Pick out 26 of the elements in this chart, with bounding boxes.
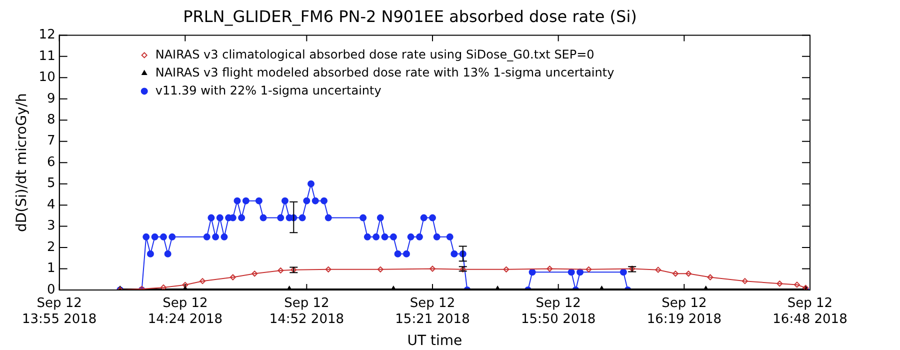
y-tick-label: 11 (38, 48, 56, 64)
y-tick-label: 12 (38, 28, 56, 43)
x-tick-label: Sep 12 16:19 2018 (646, 296, 722, 327)
y-tick-label: 1 (47, 261, 56, 276)
legend-label: NAIRAS v3 climatological absorbed dose rate using SiDose_G0.txt SEP=0 (155, 47, 594, 62)
x-tick-label: Sep 12 13:55 2018 (22, 296, 97, 327)
y-tick-label: 3 (47, 218, 56, 234)
legend-label: v11.39 with 22% 1-sigma uncertainty (155, 83, 382, 98)
y-tick-label: 4 (47, 197, 56, 212)
legend-label: NAIRAS v3 flight modeled absorbed dose rate with 13% 1-sigma uncertainty (155, 65, 614, 80)
x-tick-label: Sep 12 15:21 2018 (395, 296, 470, 327)
x-tick-label: Sep 12 16:48 2018 (772, 296, 848, 327)
chart-title: PRLN_GLIDER_FM6 PN-2 N901EE absorbed dose rate (Si) (183, 6, 637, 26)
x-tick-label: Sep 12 14:52 2018 (269, 296, 344, 327)
x-tick-label: Sep 12 14:24 2018 (148, 296, 223, 327)
y-tick-label: 9 (47, 91, 56, 106)
y-axis-title: dD(Si)/dt microGy/h (14, 93, 30, 232)
x-tick-label: Sep 12 15:50 2018 (520, 296, 596, 327)
y-tick-label: 2 (47, 240, 56, 255)
y-tick-label: 6 (47, 154, 56, 170)
y-tick-label: 10 (38, 70, 56, 86)
x-axis-title: UT time (407, 333, 462, 350)
y-tick-label: 5 (47, 176, 56, 192)
y-tick-label: 0 (47, 282, 56, 298)
y-tick-label: 8 (47, 112, 56, 128)
y-tick-label: 7 (47, 134, 56, 149)
